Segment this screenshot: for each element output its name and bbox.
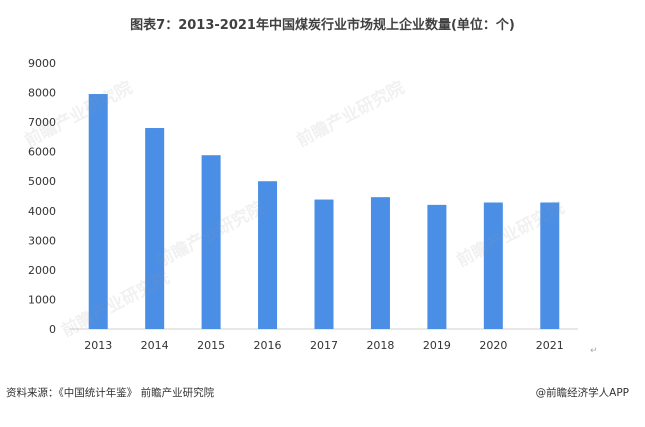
y-tick-label-1: 1000 (28, 293, 56, 306)
y-tick-label-4: 4000 (28, 205, 56, 218)
y-tick-label-7: 7000 (28, 116, 56, 129)
y-tick-label-2: 2000 (28, 264, 56, 277)
y-tick-label-9: 9000 (28, 57, 56, 70)
x-tick-label-2016: 2016 (254, 339, 282, 352)
x-tick-label-2013: 2013 (84, 339, 112, 352)
y-tick-label-3: 3000 (28, 234, 56, 247)
bar-2020 (483, 202, 503, 329)
source-note: 资料来源：《中国统计年鉴》 前瞻产业研究院 (6, 387, 215, 399)
x-tick-label-2014: 2014 (141, 339, 169, 352)
bar-2019 (427, 204, 447, 329)
x-tick-label-2019: 2019 (423, 339, 451, 352)
bar-2018 (370, 197, 390, 329)
y-tick-label-5: 5000 (28, 175, 56, 188)
bar-2021 (540, 202, 560, 329)
x-tick-label-2017: 2017 (310, 339, 338, 352)
x-tick-label-2015: 2015 (197, 339, 225, 352)
x-tick-label-2021: 2021 (536, 339, 564, 352)
bar-2013 (88, 94, 108, 330)
y-tick-label-6: 6000 (28, 146, 56, 159)
y-tick-label-0: 0 (49, 323, 56, 336)
y-tick-label-8: 8000 (28, 87, 56, 100)
bar-2014 (145, 128, 165, 329)
x-tick-label-2018: 2018 (366, 339, 394, 352)
bar-2016 (258, 181, 278, 329)
return-mark: ↵ (590, 346, 598, 356)
brand-credit: @前瞻经济学人APP (535, 387, 629, 399)
chart-title: 图表7：2013-2021年中国煤炭行业市场规上企业数量(单位：个) (130, 18, 515, 33)
bar-2017 (314, 199, 334, 329)
x-tick-label-2020: 2020 (479, 339, 507, 352)
bar-2015 (201, 155, 221, 329)
